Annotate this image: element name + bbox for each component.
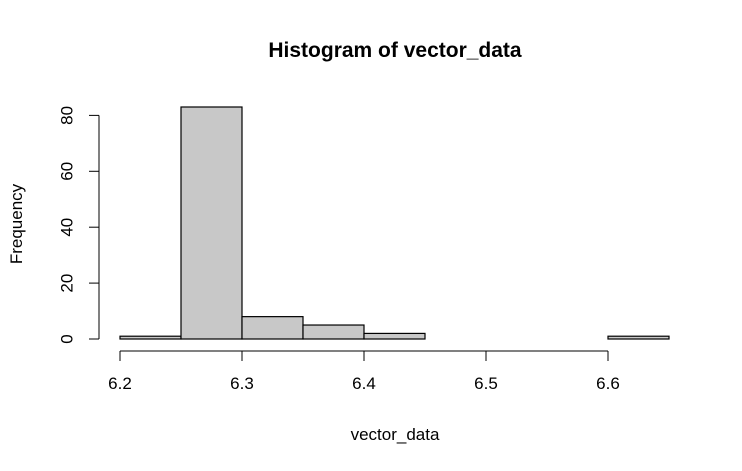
y-tick-label-0: 0 [58, 334, 77, 343]
x-tick-label-2: 6.4 [352, 374, 376, 393]
bars-group [119, 106, 670, 340]
histogram-bar-0 [119, 335, 182, 340]
x-tick-label-3: 6.5 [474, 374, 498, 393]
histogram-bar-8 [607, 335, 670, 340]
x-tick-label-1: 6.3 [230, 374, 254, 393]
y-axis-label: Frequency [7, 183, 26, 264]
histogram-bar-2 [241, 316, 304, 340]
y-axis: 0 20 40 60 80 [58, 106, 100, 344]
chart-title: Histogram of vector_data [268, 39, 522, 62]
y-tick-label-1: 20 [58, 274, 77, 293]
histogram-bar-1 [180, 106, 243, 340]
histogram-bar-4 [363, 332, 426, 340]
histogram-bar-3 [302, 324, 365, 340]
x-tick-label-4: 6.6 [596, 374, 620, 393]
x-tick-label-0: 6.2 [108, 374, 132, 393]
x-axis-label: vector_data [351, 425, 440, 444]
x-axis: 6.2 6.3 6.4 6.5 6.6 [108, 350, 620, 393]
y-tick-label-2: 40 [58, 218, 77, 237]
y-tick-label-4: 80 [58, 106, 77, 125]
y-tick-label-3: 60 [58, 162, 77, 181]
